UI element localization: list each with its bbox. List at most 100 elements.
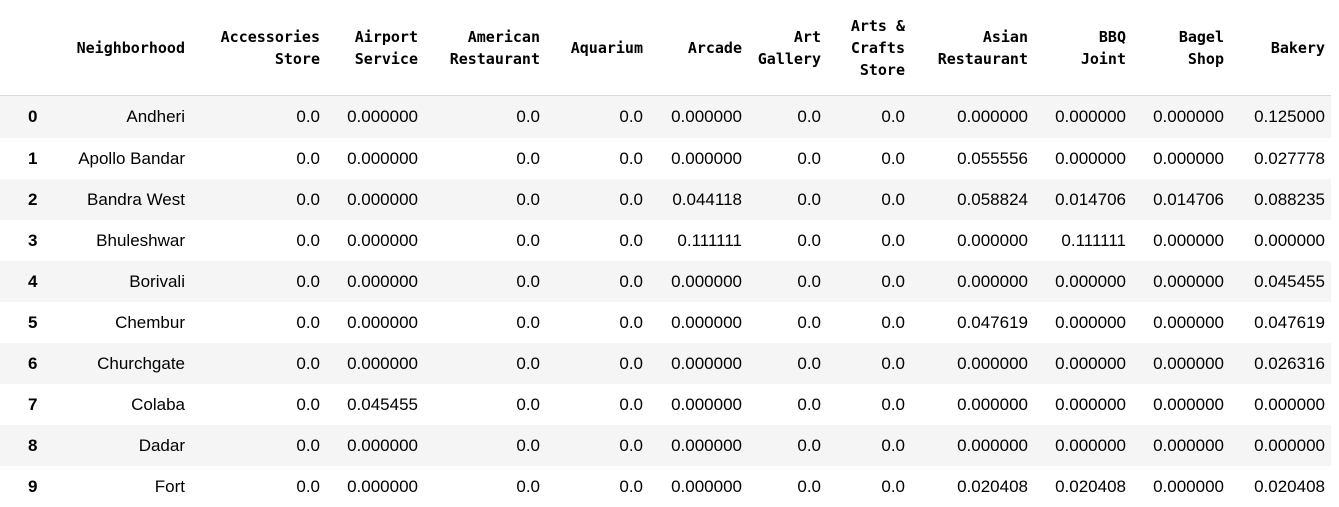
table-cell: 0.000000 bbox=[326, 96, 424, 139]
table-cell: 0.0 bbox=[424, 425, 546, 466]
table-cell: 0.000000 bbox=[911, 384, 1034, 425]
neighborhood-cell: Colaba bbox=[54, 384, 191, 425]
table-cell: 0.000000 bbox=[649, 138, 748, 179]
table-cell: 0.000000 bbox=[326, 302, 424, 343]
table-cell: 0.000000 bbox=[911, 343, 1034, 384]
table-cell: 0.111111 bbox=[1034, 220, 1132, 261]
table-cell: 0.0 bbox=[748, 96, 827, 139]
column-header: Bagel Shop bbox=[1132, 0, 1230, 96]
table-cell: 0.000000 bbox=[1034, 138, 1132, 179]
table-cell: 0.000000 bbox=[326, 138, 424, 179]
table-cell: 0.000000 bbox=[649, 96, 748, 139]
table-cell: 0.0 bbox=[827, 425, 911, 466]
table-cell: 0.0 bbox=[748, 138, 827, 179]
table-cell: 0.0 bbox=[827, 220, 911, 261]
neighborhood-cell: Churchgate bbox=[54, 343, 191, 384]
table-cell: 0.027778 bbox=[1230, 138, 1331, 179]
table-cell: 0.000000 bbox=[911, 220, 1034, 261]
table-cell: 0.000000 bbox=[1034, 96, 1132, 139]
table-cell: 0.0 bbox=[191, 261, 326, 302]
table-cell: 0.000000 bbox=[649, 343, 748, 384]
table-cell: 0.0 bbox=[546, 384, 649, 425]
row-index: 2 bbox=[0, 179, 54, 220]
table-cell: 0.125000 bbox=[1230, 96, 1331, 139]
table-cell: 0.0 bbox=[546, 261, 649, 302]
column-header: Bakery bbox=[1230, 0, 1331, 96]
neighborhood-cell: Dadar bbox=[54, 425, 191, 466]
table-cell: 0.0 bbox=[827, 179, 911, 220]
column-header: Art Gallery bbox=[748, 0, 827, 96]
table-cell: 0.000000 bbox=[326, 466, 424, 507]
table-cell: 0.000000 bbox=[326, 179, 424, 220]
table-cell: 0.0 bbox=[827, 302, 911, 343]
table-cell: 0.0 bbox=[546, 96, 649, 139]
table-cell: 0.0 bbox=[748, 343, 827, 384]
table-cell: 0.000000 bbox=[649, 302, 748, 343]
table-cell: 0.000000 bbox=[1132, 96, 1230, 139]
table-cell: 0.000000 bbox=[1034, 343, 1132, 384]
table-cell: 0.000000 bbox=[1132, 343, 1230, 384]
row-index: 9 bbox=[0, 466, 54, 507]
table-cell: 0.000000 bbox=[1034, 302, 1132, 343]
table-cell: 0.0 bbox=[546, 425, 649, 466]
column-header: Arcade bbox=[649, 0, 748, 96]
table-cell: 0.0 bbox=[827, 343, 911, 384]
table-cell: 0.0 bbox=[424, 302, 546, 343]
neighborhood-cell: Fort bbox=[54, 466, 191, 507]
table-cell: 0.0 bbox=[191, 179, 326, 220]
table-cell: 0.0 bbox=[748, 261, 827, 302]
table-cell: 0.0 bbox=[191, 384, 326, 425]
column-header: Arts & Crafts Store bbox=[827, 0, 911, 96]
table-header: Neighborhood Accessories Store Airport S… bbox=[0, 0, 1331, 96]
table-cell: 0.000000 bbox=[1132, 138, 1230, 179]
row-index: 3 bbox=[0, 220, 54, 261]
column-header: Airport Service bbox=[326, 0, 424, 96]
table-cell: 0.000000 bbox=[911, 96, 1034, 139]
column-header: Aquarium bbox=[546, 0, 649, 96]
table-cell: 0.000000 bbox=[1034, 384, 1132, 425]
table-cell: 0.0 bbox=[546, 220, 649, 261]
table-cell: 0.0 bbox=[546, 179, 649, 220]
table-cell: 0.000000 bbox=[649, 425, 748, 466]
table-cell: 0.000000 bbox=[1132, 466, 1230, 507]
table-cell: 0.000000 bbox=[1132, 425, 1230, 466]
table-cell: 0.0 bbox=[748, 466, 827, 507]
table-cell: 0.0 bbox=[191, 343, 326, 384]
table-cell: 0.020408 bbox=[1034, 466, 1132, 507]
table-cell: 0.0 bbox=[424, 261, 546, 302]
table-cell: 0.0 bbox=[191, 138, 326, 179]
table-cell: 0.000000 bbox=[1230, 425, 1331, 466]
neighborhood-cell: Chembur bbox=[54, 302, 191, 343]
table-cell: 0.047619 bbox=[1230, 302, 1331, 343]
row-index: 8 bbox=[0, 425, 54, 466]
table-cell: 0.0 bbox=[748, 220, 827, 261]
table-cell: 0.000000 bbox=[1230, 220, 1331, 261]
table-cell: 0.044118 bbox=[649, 179, 748, 220]
table-cell: 0.0 bbox=[546, 343, 649, 384]
table-cell: 0.000000 bbox=[1132, 220, 1230, 261]
table-cell: 0.000000 bbox=[326, 343, 424, 384]
neighborhood-cell: Borivali bbox=[54, 261, 191, 302]
column-header: Accessories Store bbox=[191, 0, 326, 96]
table-cell: 0.0 bbox=[191, 96, 326, 139]
table-cell: 0.000000 bbox=[1034, 261, 1132, 302]
table-cell: 0.058824 bbox=[911, 179, 1034, 220]
column-header: Neighborhood bbox=[54, 0, 191, 96]
table-cell: 0.0 bbox=[424, 343, 546, 384]
row-index: 4 bbox=[0, 261, 54, 302]
neighborhood-cell: Bandra West bbox=[54, 179, 191, 220]
table-cell: 0.045455 bbox=[1230, 261, 1331, 302]
row-index: 7 bbox=[0, 384, 54, 425]
table-cell: 0.014706 bbox=[1132, 179, 1230, 220]
table-cell: 0.0 bbox=[748, 302, 827, 343]
